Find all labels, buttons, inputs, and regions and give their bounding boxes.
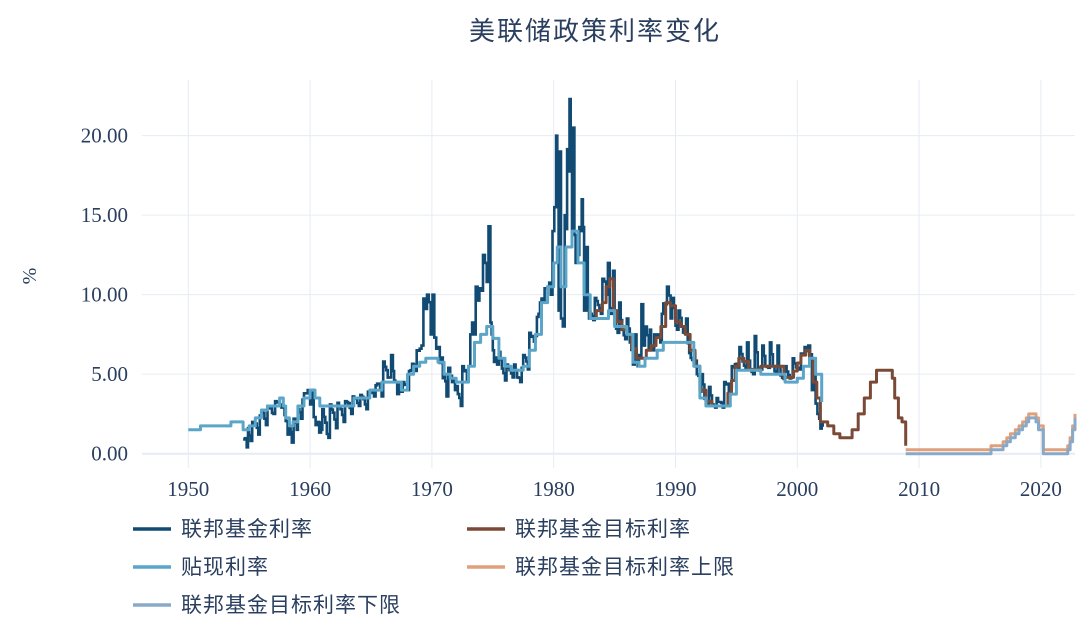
legend-label: 联邦基金目标利率 [515,517,691,541]
x-tick-label: 2010 [898,477,940,501]
x-tick-label: 2000 [776,477,818,501]
y-tick-label: 15.00 [81,203,128,227]
chart-title: 美联储政策利率变化 [469,17,721,47]
x-tick-label: 2020 [1020,477,1062,501]
y-axis-label: % [19,268,41,285]
legend-item[interactable]: 贴现利率 [133,555,269,579]
legend-label: 联邦基金目标利率上限 [515,555,735,579]
x-axis-ticks: 1950 1960 1970 1980 1990 2000 2010 2020 [167,477,1062,501]
x-tick-label: 1950 [167,477,209,501]
y-tick-label: 20.00 [81,124,128,148]
y-axis-ticks: 0.00 5.00 10.00 15.00 20.00 [81,124,128,466]
series-line [905,412,1077,452]
legend-label: 联邦基金利率 [181,517,313,541]
legend-item[interactable]: 联邦基金利率 [133,517,313,541]
legend-label: 联邦基金目标利率下限 [181,593,401,617]
legend-item[interactable]: 联邦基金目标利率下限 [133,593,401,617]
series-4 [905,416,1077,456]
x-tick-label: 1970 [411,477,453,501]
legend-item[interactable]: 联邦基金目标利率 [467,517,691,541]
series-2 [188,229,824,432]
legend-label: 贴现利率 [181,555,269,579]
legend-item[interactable]: 联邦基金目标利率上限 [467,555,735,579]
x-tick-label: 1960 [289,477,331,501]
series-line [905,416,1077,456]
y-tick-label: 10.00 [81,283,128,307]
series-line [188,229,824,432]
x-tick-label: 1990 [654,477,696,501]
x-tick-label: 1980 [533,477,575,501]
series-3 [905,412,1077,452]
plot-area [188,97,1077,456]
y-tick-label: 5.00 [91,362,128,386]
y-tick-label: 0.00 [91,442,128,466]
